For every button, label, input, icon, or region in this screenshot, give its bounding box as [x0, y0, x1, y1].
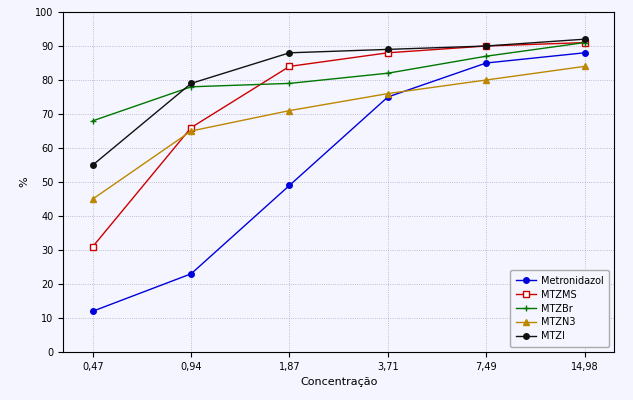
MTZMS — [187, 125, 195, 130]
Line: MTZN3: MTZN3 — [90, 64, 587, 202]
MTZBr — [285, 81, 293, 86]
Legend: Metronidazol, MTZMS, MTZBr, MTZN3, MTZI: Metronidazol, MTZMS, MTZBr, MTZN3, MTZI — [510, 270, 609, 347]
MTZN3 — [285, 108, 293, 113]
Line: MTZI: MTZI — [90, 36, 587, 168]
MTZN3 — [89, 196, 97, 201]
Metronidazol — [580, 50, 588, 55]
MTZI — [89, 162, 97, 167]
MTZMS — [580, 40, 588, 45]
Line: MTZMS: MTZMS — [90, 40, 587, 249]
Y-axis label: %: % — [20, 177, 30, 187]
MTZI — [580, 37, 588, 42]
Metronidazol — [285, 183, 293, 188]
MTZN3 — [482, 78, 490, 82]
Metronidazol — [89, 309, 97, 314]
MTZBr — [384, 71, 392, 76]
Metronidazol — [482, 60, 490, 65]
MTZN3 — [580, 64, 588, 69]
MTZMS — [89, 244, 97, 249]
X-axis label: Concentração: Concentração — [300, 377, 377, 387]
MTZBr — [187, 84, 195, 89]
MTZBr — [89, 118, 97, 123]
Line: MTZBr: MTZBr — [90, 40, 587, 124]
Line: Metronidazol: Metronidazol — [90, 50, 587, 314]
MTZI — [482, 44, 490, 48]
MTZMS — [482, 44, 490, 48]
MTZI — [384, 47, 392, 52]
MTZBr — [482, 54, 490, 58]
MTZMS — [285, 64, 293, 69]
MTZN3 — [384, 91, 392, 96]
Metronidazol — [187, 271, 195, 276]
MTZBr — [580, 40, 588, 45]
MTZI — [285, 50, 293, 55]
Metronidazol — [384, 94, 392, 99]
MTZI — [187, 81, 195, 86]
MTZN3 — [187, 129, 195, 134]
MTZMS — [384, 50, 392, 55]
